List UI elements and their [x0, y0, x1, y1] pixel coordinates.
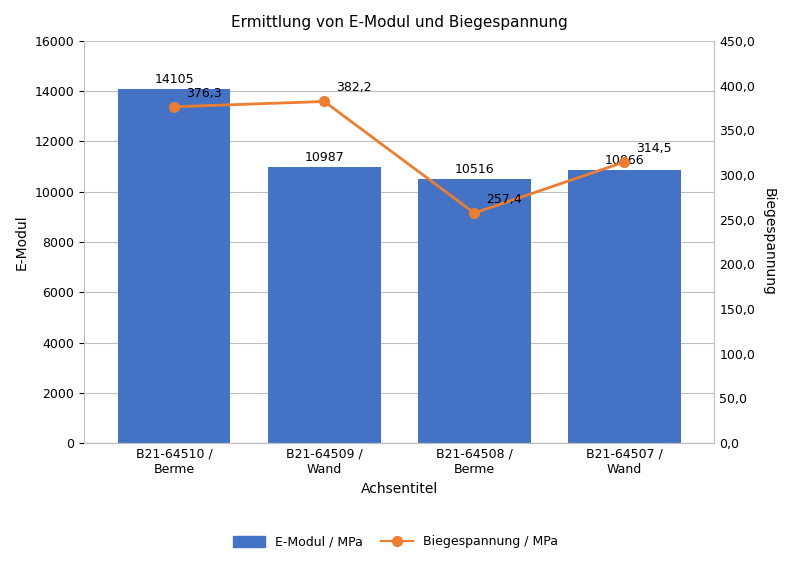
Bar [418, 179, 531, 443]
Text: 10516: 10516 [455, 163, 494, 176]
Y-axis label: Biegespannung: Biegespannung [762, 188, 776, 296]
Text: 376,3: 376,3 [186, 86, 221, 100]
Bar [568, 170, 681, 443]
Title: Ermittlung von E-Modul und Biegespannung: Ermittlung von E-Modul und Biegespannung [231, 15, 568, 30]
Bar [268, 167, 380, 443]
Text: 382,2: 382,2 [336, 81, 372, 94]
Text: 10866: 10866 [604, 154, 644, 167]
Text: 14105: 14105 [154, 73, 194, 86]
Text: 10987: 10987 [305, 151, 344, 164]
Text: 257,4: 257,4 [486, 193, 522, 206]
Bar [118, 89, 230, 443]
Text: 314,5: 314,5 [637, 142, 672, 155]
Y-axis label: E-Modul: E-Modul [15, 214, 29, 270]
X-axis label: Achsentitel: Achsentitel [361, 481, 438, 495]
Legend: E-Modul / MPa, Biegespannung / MPa: E-Modul / MPa, Biegespannung / MPa [227, 529, 564, 555]
